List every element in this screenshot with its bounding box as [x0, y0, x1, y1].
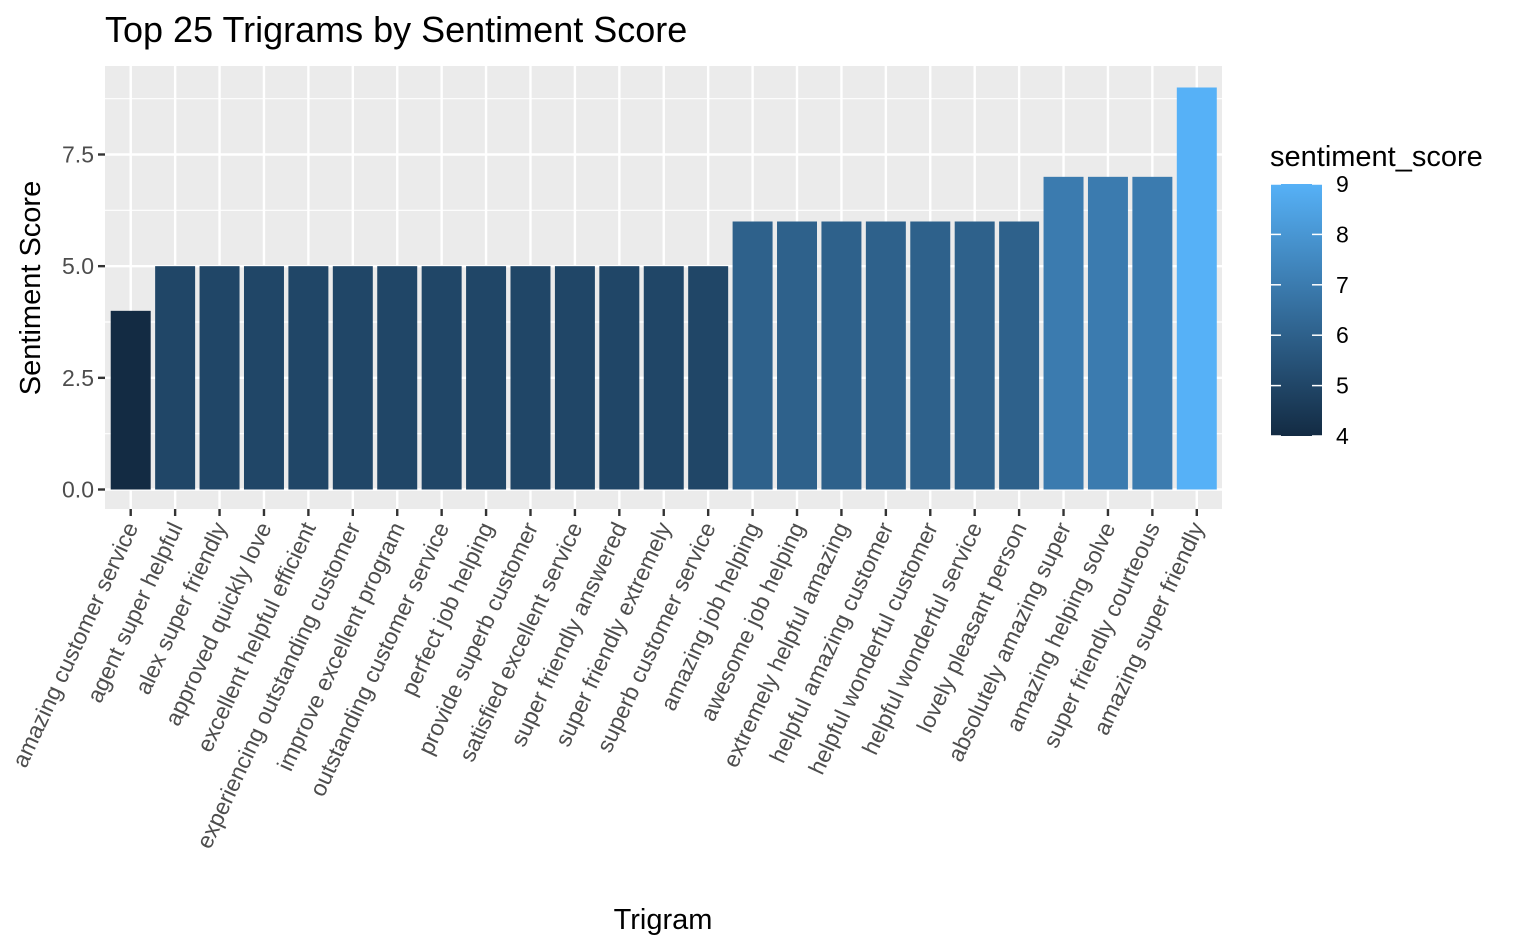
- bar: [199, 266, 240, 490]
- legend-title: sentiment_score: [1270, 141, 1483, 173]
- bar: [466, 266, 507, 490]
- bar: [243, 266, 284, 490]
- bar: [732, 221, 773, 490]
- y-axis: 0.0 2.5 5.0 7.5: [62, 142, 105, 503]
- bar: [954, 221, 995, 490]
- bar: [377, 266, 418, 490]
- legend-ticks: 4 5 6 7 8 9: [1271, 171, 1349, 449]
- bar: [1043, 176, 1084, 490]
- bar: [599, 266, 640, 490]
- y-tick-label: 5.0: [62, 253, 94, 279]
- y-axis-title: Sentiment Score: [15, 181, 47, 395]
- bar: [554, 266, 595, 490]
- bar: [643, 266, 684, 490]
- chart-title: Top 25 Trigrams by Sentiment Score: [105, 9, 687, 50]
- bar: [332, 266, 373, 490]
- bar: [421, 266, 462, 490]
- legend-colorbar: [1271, 184, 1322, 436]
- bar: [110, 310, 151, 490]
- bar: [155, 266, 196, 490]
- x-axis-title: Trigram: [614, 904, 713, 936]
- bar: [777, 221, 817, 490]
- legend-tick-label: 5: [1336, 373, 1349, 399]
- bar: [1176, 87, 1217, 490]
- bar: [688, 266, 729, 490]
- legend-tick-label: 8: [1336, 221, 1349, 247]
- bar: [1132, 176, 1173, 490]
- bar: [999, 221, 1040, 490]
- color-legend: sentiment_score 4 5 6 7 8 9: [1270, 141, 1483, 449]
- y-tick-label: 7.5: [62, 142, 94, 168]
- legend-tick-label: 9: [1336, 171, 1349, 197]
- bar: [821, 221, 862, 490]
- bar: [910, 221, 951, 490]
- y-tick-label: 0.0: [62, 477, 94, 503]
- bar: [510, 266, 551, 490]
- bars: [110, 87, 1217, 490]
- bar: [1087, 176, 1128, 490]
- legend-tick-label: 4: [1336, 423, 1349, 449]
- legend-tick-label: 7: [1336, 272, 1349, 298]
- bar: [288, 266, 329, 490]
- legend-tick-label: 6: [1336, 322, 1349, 348]
- y-tick-label: 2.5: [62, 365, 94, 391]
- bar: [865, 221, 906, 490]
